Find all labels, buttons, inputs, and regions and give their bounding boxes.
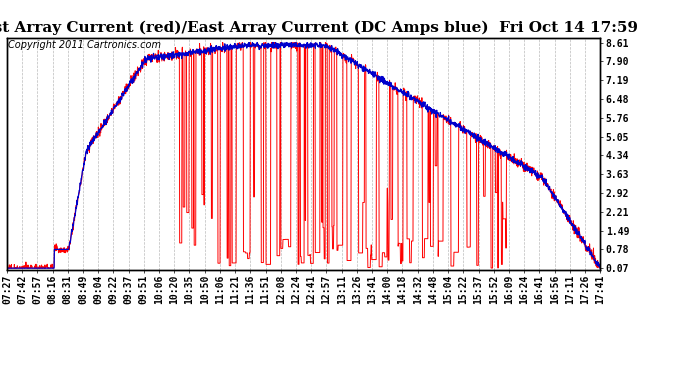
Text: Copyright 2011 Cartronics.com: Copyright 2011 Cartronics.com bbox=[8, 40, 161, 50]
Title: West Array Current (red)/East Array Current (DC Amps blue)  Fri Oct 14 17:59: West Array Current (red)/East Array Curr… bbox=[0, 21, 639, 35]
